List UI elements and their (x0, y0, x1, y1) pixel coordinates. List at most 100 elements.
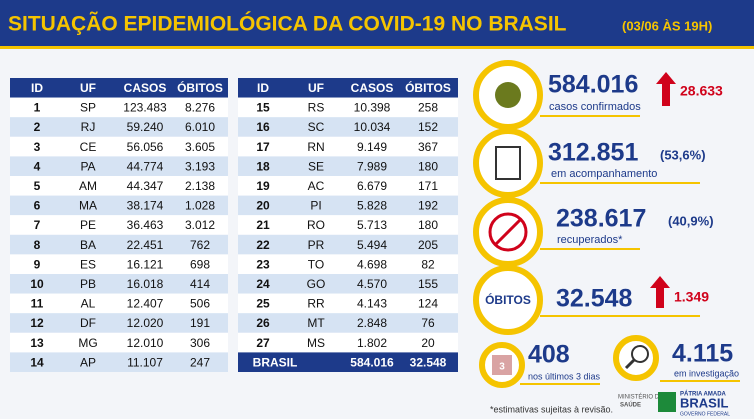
cell: 12 (30, 316, 44, 330)
cell: GO (307, 277, 326, 291)
icon-clipboard (473, 128, 543, 198)
cell: 24 (256, 277, 270, 291)
cell: AL (81, 297, 96, 311)
cell: 26 (256, 316, 270, 330)
cell: 4.698 (357, 257, 387, 271)
footnote: *estimativas sujeitas à revisão. (490, 404, 613, 414)
cell: AM (79, 179, 97, 193)
monitoring-value: 312.851 (548, 139, 638, 167)
brand-top: PÁTRIA AMADA (680, 391, 727, 398)
cell: 5 (34, 179, 41, 193)
cell: 22.451 (127, 238, 164, 252)
prohibited-bar (493, 217, 523, 247)
cell: 44.347 (127, 179, 164, 193)
cell: MG (78, 336, 97, 350)
row (238, 195, 458, 216)
column-header: CASOS (351, 81, 394, 95)
cell: ES (80, 257, 96, 271)
cell: 180 (418, 159, 438, 173)
row (10, 313, 228, 333)
cell: 4 (34, 159, 41, 173)
header-row (10, 78, 228, 98)
cell: 152 (418, 120, 438, 134)
recovered-share: (40,9%) (668, 213, 714, 228)
brand: BRASIL (680, 395, 728, 410)
cell: 1 (34, 101, 41, 115)
cell: 6.679 (357, 179, 387, 193)
cell: 6 (34, 199, 41, 213)
cell: 59.240 (127, 120, 164, 134)
cell: 1.802 (357, 336, 387, 350)
cell: 12.010 (127, 336, 164, 350)
cell: 124 (418, 297, 438, 311)
cell: 306 (190, 336, 210, 350)
investigation-value: 4.115 (672, 340, 733, 368)
cell: 11 (31, 297, 44, 311)
column-header: ID (31, 81, 43, 95)
row (238, 156, 458, 176)
cell: 258 (418, 101, 438, 115)
header-bar (0, 0, 754, 46)
cell: PR (308, 238, 325, 252)
row (10, 352, 228, 372)
confirmed-value: 584.016 (548, 71, 638, 99)
date: (03/06 ÀS 19H) (622, 18, 712, 33)
cell: 44.774 (127, 159, 164, 173)
column-header: ID (257, 81, 269, 95)
cell: BA (80, 238, 96, 252)
row (10, 117, 228, 137)
cell: 38.174 (127, 199, 164, 213)
deaths-change: 1.349 (674, 289, 709, 305)
total-row (238, 352, 458, 372)
cell: 7 (34, 218, 41, 232)
cell: 2.138 (185, 179, 215, 193)
cell: RO (307, 218, 325, 232)
cell: 5.494 (357, 238, 387, 252)
cell: SC (308, 120, 325, 134)
row (10, 254, 228, 274)
cell: 2 (34, 120, 41, 134)
row (10, 195, 228, 216)
cell: SP (80, 101, 96, 115)
cell: 762 (190, 238, 210, 252)
cell: 12.020 (127, 316, 164, 330)
row (10, 293, 228, 314)
column-header: UF (80, 81, 96, 95)
cell: 9 (34, 257, 41, 271)
cell: 10.034 (354, 120, 391, 134)
cell: 20 (421, 336, 435, 350)
row (238, 136, 458, 157)
row (238, 332, 458, 353)
cell: 205 (418, 238, 438, 252)
cell: 36.463 (127, 218, 164, 232)
row (10, 176, 228, 196)
tables: ID UF CASOS ÓBITOS 1 SP 123.483 8.276 2 RJ 59.240 6… (10, 78, 458, 372)
cell: MS (307, 336, 325, 350)
cell: PE (80, 218, 96, 232)
row (238, 254, 458, 274)
cell: SE (308, 159, 324, 173)
cell: 247 (190, 355, 210, 369)
row (238, 274, 458, 294)
cell: TO (308, 257, 324, 271)
cell: 21 (256, 218, 270, 232)
cell: 506 (190, 297, 210, 311)
cell: 27 (256, 336, 270, 350)
header-stripe (0, 46, 754, 49)
cell: DF (80, 316, 96, 330)
icon-deaths (473, 265, 543, 335)
cell: 15 (256, 101, 270, 115)
cell: 23 (256, 257, 270, 271)
recovered-label: recuperados* (557, 234, 623, 246)
cell: 10 (30, 277, 44, 291)
calendar (492, 355, 512, 375)
row (10, 136, 228, 157)
cell: 16 (256, 120, 270, 134)
row (238, 97, 458, 118)
cell: 698 (190, 257, 210, 271)
title: SITUAÇÃO EPIDEMIOLÓGICA DA COVID-19 NO B… (8, 12, 567, 36)
monitoring-label: em acompanhamento (551, 168, 657, 180)
ministry: MINISTÉRIO DA (618, 394, 663, 401)
cell: 16.018 (127, 277, 164, 291)
row (10, 332, 228, 353)
